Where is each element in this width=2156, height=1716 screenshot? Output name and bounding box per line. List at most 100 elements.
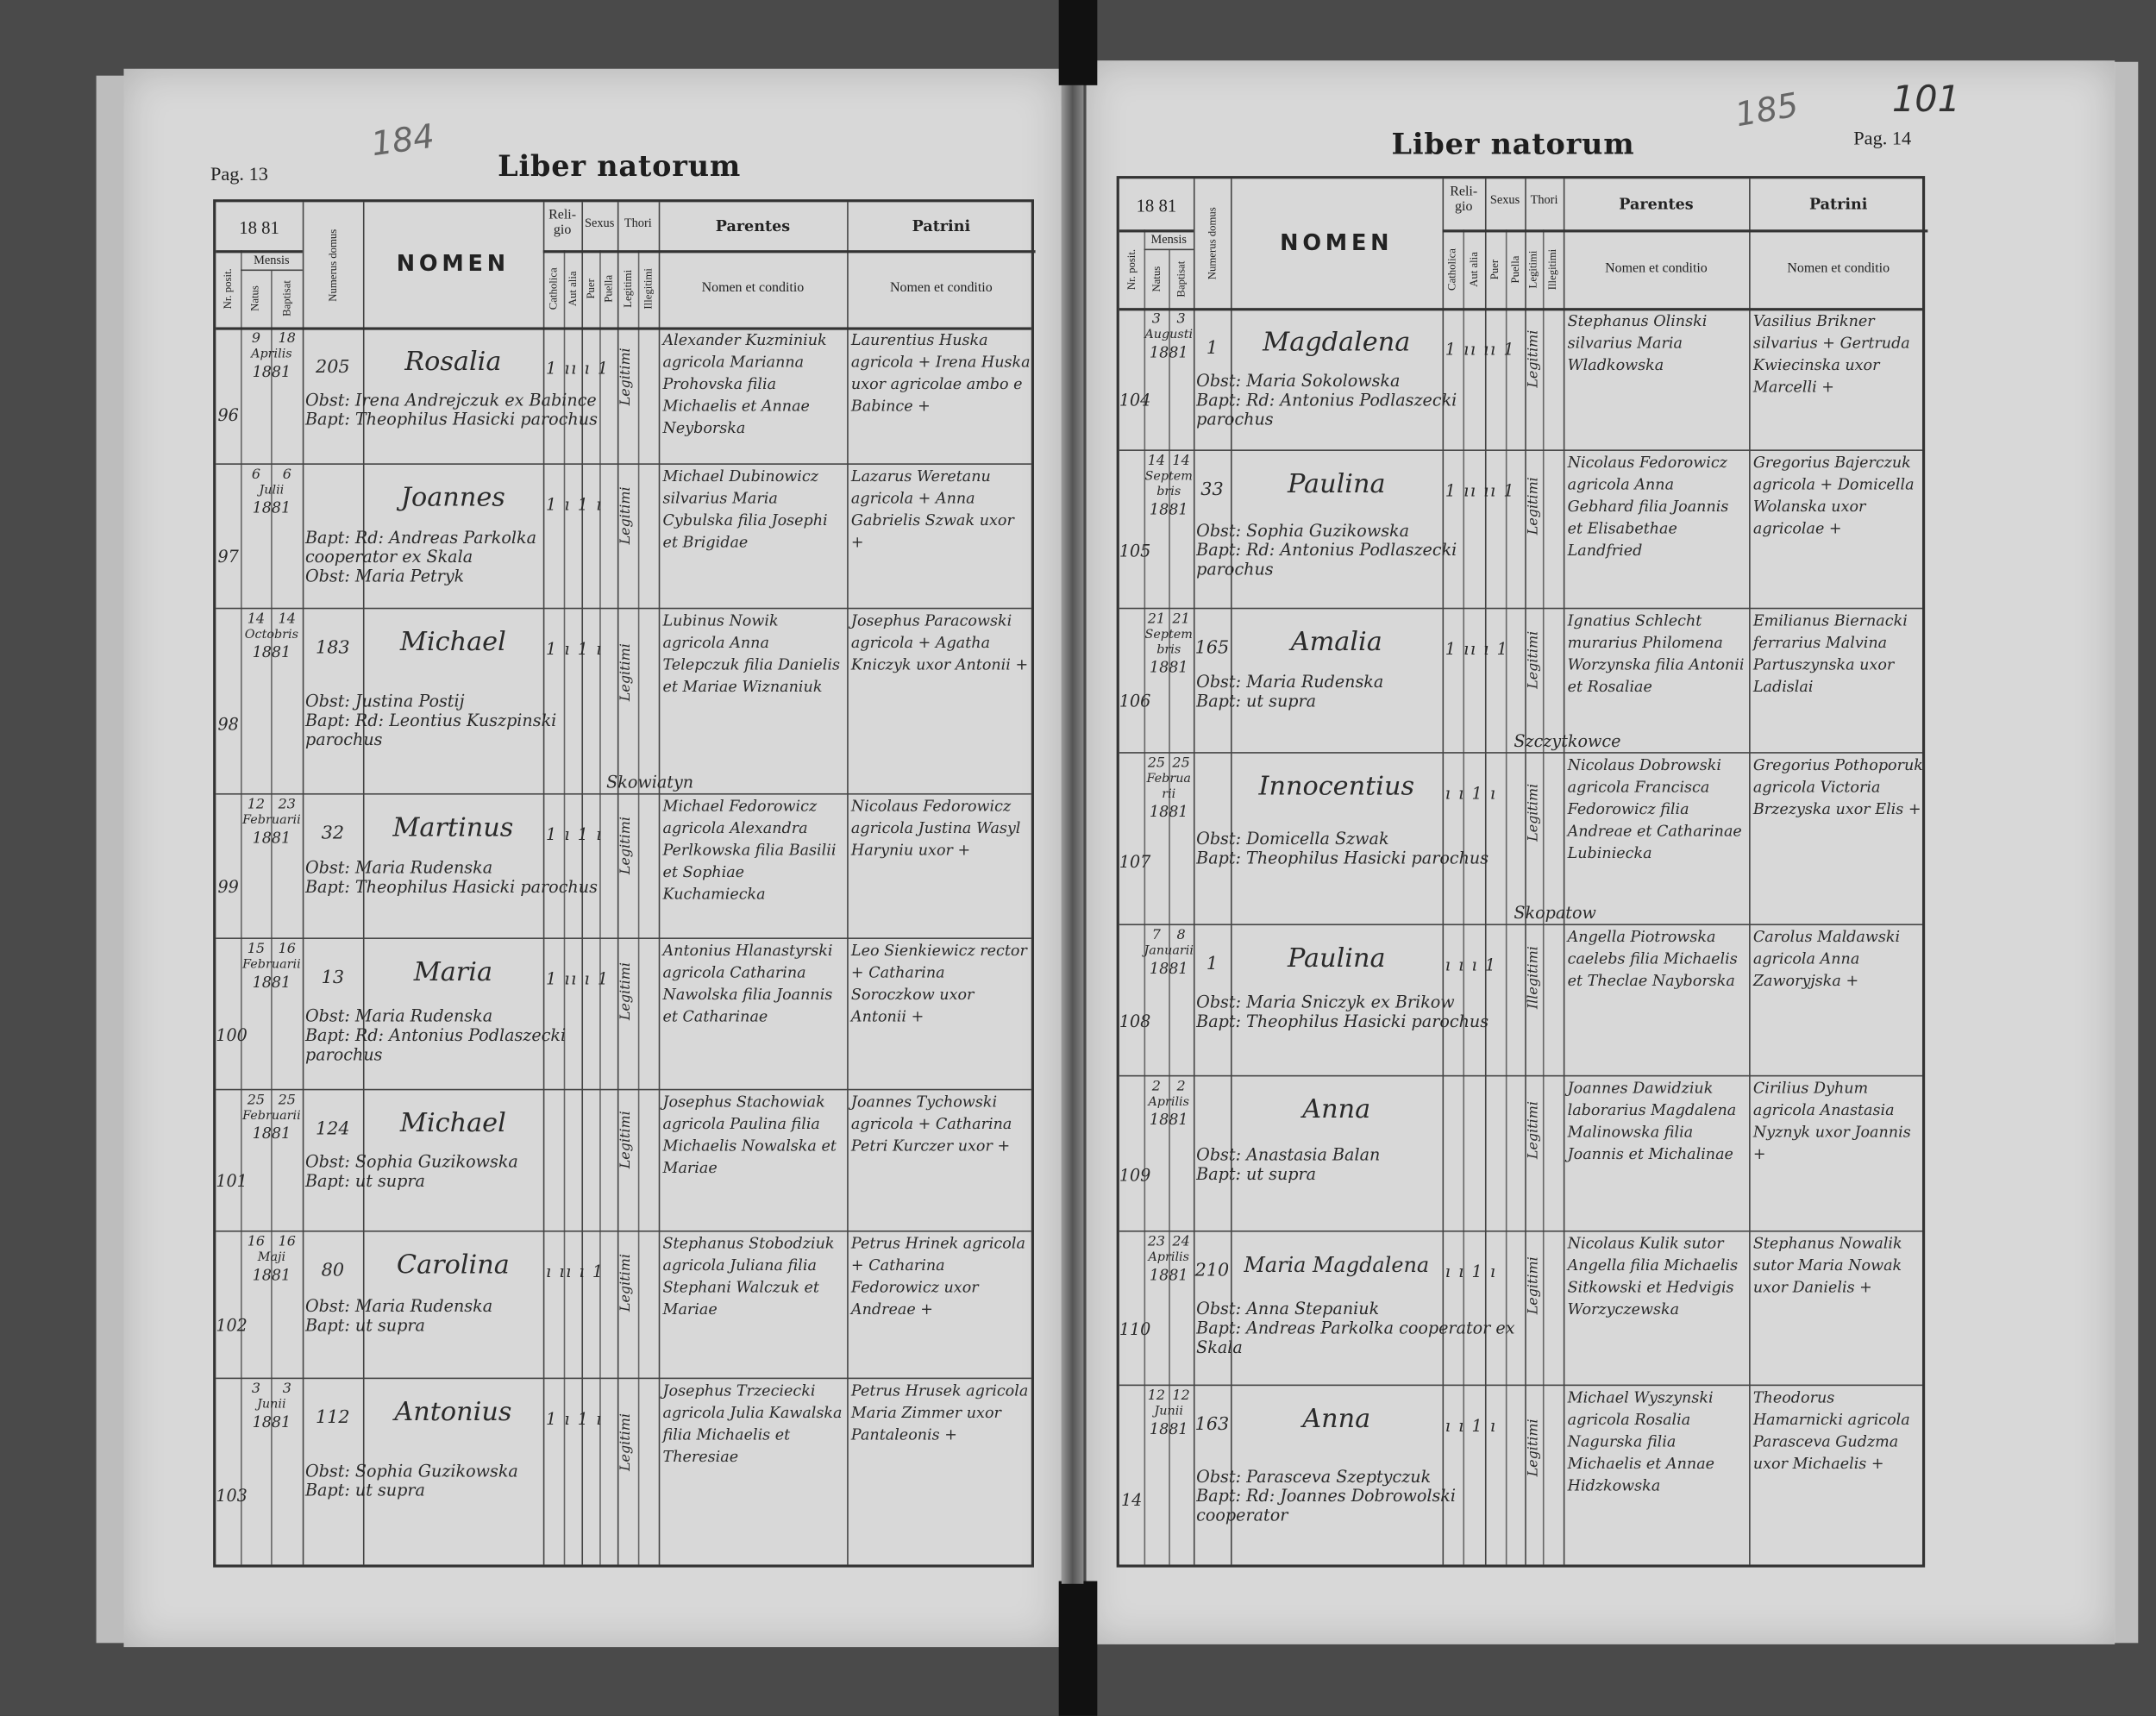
month: Februarii <box>1146 773 1191 802</box>
child-name: Antonius <box>394 1396 512 1427</box>
baptizer: Bapt: ut supra <box>1196 692 1317 711</box>
entry-number: 14 <box>1121 1490 1143 1510</box>
year: 1881 <box>1149 343 1188 362</box>
godparents: Gregorius Bajerczuk agricola + Domicella… <box>1752 454 1915 538</box>
column-divider <box>1484 178 1487 1565</box>
midwife: Obst: Maria Sokolowska <box>1196 372 1401 391</box>
table-row: 99 12 23 Februarii 1881 32 Martinus 1 ı 1 ı Legi… <box>216 793 1031 939</box>
year: 1881 <box>1149 658 1188 677</box>
baptizer: Bapt: ut supra <box>304 1481 425 1500</box>
birth-day: 14 <box>247 611 266 628</box>
row-divider <box>1119 308 1922 311</box>
parentes-subheader: Nomen et conditio <box>1605 260 1708 276</box>
baptizer: Bapt: Theophilus Hasicki parochus <box>1196 849 1489 868</box>
legitimacy: Legitimi <box>618 485 635 544</box>
row-divider <box>1119 449 1922 451</box>
row-divider <box>216 607 1031 610</box>
baptizer: Bapt: Theophilus Hasicki parochus <box>304 410 598 429</box>
birth-day: 3 <box>251 1381 261 1397</box>
column-divider <box>1542 229 1545 1565</box>
midwife: Bapt: Rd: Andreas Parkolka cooperator ex… <box>304 528 537 567</box>
year: 1881 <box>252 973 291 992</box>
legitimacy: Legitimi <box>1526 1100 1542 1159</box>
entry-number: 99 <box>217 877 239 897</box>
year-header: 18 81 <box>1136 194 1177 216</box>
legitimi-header: Legitimi <box>620 269 634 308</box>
religion-sex-marks: 1 ı 1 ı <box>545 824 603 844</box>
officiants: Obst: Maria Rudenska Bapt: ut supra <box>1196 673 1522 711</box>
month: Julii <box>259 484 285 498</box>
row-divider <box>1119 752 1922 754</box>
religion-sex-marks: 1 ıı ı 1 <box>545 969 610 989</box>
page-label: Pag. 14 <box>1853 128 1912 150</box>
child-name: Amalia <box>1290 627 1382 658</box>
parents: Josephus Trzeciecki agricola Julia Kawal… <box>662 1381 843 1466</box>
baptizer: Bapt: Rd: Antonius Podlaszecki parochus <box>1196 391 1457 430</box>
child-name: Michael <box>399 627 506 658</box>
year-header: 18 81 <box>239 216 279 238</box>
house-number: 33 <box>1200 479 1224 501</box>
legitimacy: Legitimi <box>618 816 635 874</box>
parents: Nicolaus Dobrowski agricola Francisca Fe… <box>1567 755 1742 862</box>
godparents: Petrus Hrusek agricola Maria Zimmer uxor… <box>850 1381 1029 1444</box>
column-divider <box>542 202 545 1565</box>
column-divider <box>581 202 584 1565</box>
year: 1881 <box>1149 1420 1188 1438</box>
child-name: Maria <box>413 956 493 987</box>
birth-day: 21 <box>1147 611 1166 628</box>
place-annotation: Skowiatyn <box>606 773 694 792</box>
parentes-header: Parentes <box>1619 194 1694 213</box>
child-name: Joannes <box>400 482 505 513</box>
officiants: Obst: Sophia Guzikowska Bapt: Rd: Antoniu… <box>1196 521 1522 579</box>
child-name: Martinus <box>392 812 514 843</box>
day-pair: 14 14 <box>241 612 303 629</box>
mensis-header: Mensis <box>1150 232 1187 247</box>
child-name: Anna <box>1302 1403 1371 1434</box>
numerus-domus-header: Numerus domus <box>325 228 339 301</box>
officiants: Obst: Sophia Guzikowska Bapt: ut supra <box>305 1153 615 1192</box>
date-block: 12 12 Junii 1881 <box>1144 1388 1194 1437</box>
child-name: Anna <box>1302 1094 1371 1125</box>
date-block: 15 16 Februarii 1881 <box>241 942 303 991</box>
illegitimi-header: Illegitimi <box>641 268 655 310</box>
entry-number: 108 <box>1119 1011 1151 1031</box>
nr-header: Nr. posit. <box>1125 248 1138 290</box>
year: 1881 <box>252 829 291 848</box>
year: 1881 <box>1149 959 1188 978</box>
baptism-day: 3 <box>1176 311 1186 328</box>
midwife: Obst: Anna Stepaniuk <box>1196 1300 1380 1319</box>
row-divider <box>1119 1230 1922 1232</box>
godparents: Gregorius Pothoporuk agricola Victoria B… <box>1752 755 1923 818</box>
religion-sex-marks: ı ı 1 ı <box>1445 1416 1497 1436</box>
midwife: Obst: Irena Andrejczuk ex Babince <box>304 390 597 410</box>
birth-day: 25 <box>247 1093 266 1109</box>
table-row: 109 2 2 Aprilis 1881 Anna Legitimi Obst: Anasta… <box>1119 1075 1922 1232</box>
entry-number: 101 <box>216 1171 248 1191</box>
year: 1881 <box>1149 1111 1188 1130</box>
year: 1881 <box>1149 500 1188 519</box>
religio-header: Reli-gio <box>548 207 577 238</box>
officiants: Obst: Anastasia Balan Bapt: ut supra <box>1196 1145 1522 1184</box>
column-divider <box>1463 229 1465 1565</box>
thori-header: Thori <box>624 216 652 230</box>
column-divider <box>271 269 273 1565</box>
sexus-header: Sexus <box>584 216 615 230</box>
day-pair: 21 21 <box>1144 612 1194 629</box>
child-name: Innocentius <box>1258 771 1415 802</box>
baptism-day: 2 <box>1176 1079 1186 1095</box>
child-name: Magdalena <box>1263 327 1411 358</box>
baptisat-header: Baptisat <box>1174 260 1187 297</box>
godparents: Vasilius Brikner silvarius + Gertruda Kw… <box>1752 311 1910 397</box>
child-name: Paulina <box>1287 943 1386 974</box>
column-divider <box>1525 178 1526 1565</box>
house-number: 183 <box>316 637 350 659</box>
officiants: Obst: Maria Sniczyk ex Brikow Bapt: Theop… <box>1196 992 1522 1030</box>
entry-number: 109 <box>1119 1165 1151 1185</box>
month: Junii <box>257 1398 286 1412</box>
midwife: Obst: Justina Postij <box>304 691 465 711</box>
month: Aprilis <box>251 348 292 362</box>
religion-sex-marks: 1 ı 1 ı <box>545 494 603 515</box>
